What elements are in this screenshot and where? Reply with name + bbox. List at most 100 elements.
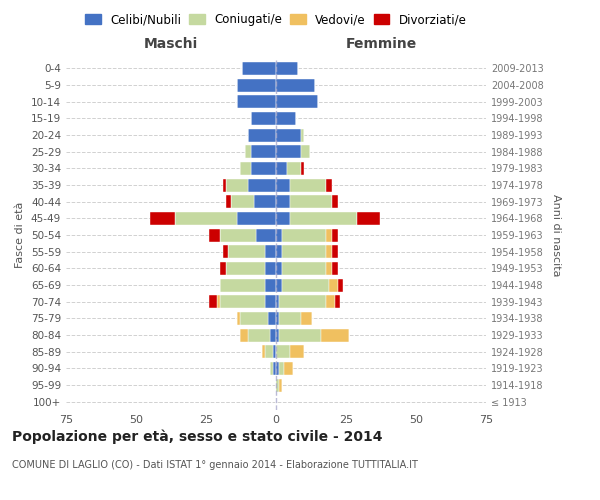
Bar (239, 328, 248, 342)
Bar (279, 328, 321, 342)
Y-axis label: Fasce di età: Fasce di età (16, 202, 25, 268)
Bar (290, 178, 326, 192)
Bar (301, 145, 310, 158)
Bar (248, 178, 276, 192)
Bar (321, 328, 349, 342)
Bar (209, 228, 220, 241)
Bar (175, 212, 237, 225)
Bar (326, 245, 332, 258)
Y-axis label: Anni di nascita: Anni di nascita (551, 194, 560, 276)
Bar (332, 195, 338, 208)
Bar (237, 78, 276, 92)
Bar (251, 162, 276, 175)
Bar (209, 295, 217, 308)
Bar (287, 162, 301, 175)
Bar (226, 178, 248, 192)
Bar (223, 178, 226, 192)
Bar (251, 145, 276, 158)
Text: Femmine: Femmine (346, 38, 416, 52)
Bar (281, 278, 329, 291)
Bar (279, 312, 301, 325)
Bar (276, 128, 301, 141)
Bar (326, 295, 335, 308)
Bar (332, 262, 338, 275)
Bar (271, 362, 273, 375)
Bar (281, 228, 326, 241)
Bar (276, 162, 287, 175)
Bar (276, 295, 279, 308)
Bar (248, 128, 276, 141)
Legend: Celibi/Nubili, Coniugati/e, Vedovi/e, Divorziati/e: Celibi/Nubili, Coniugati/e, Vedovi/e, Di… (80, 8, 472, 31)
Bar (217, 295, 220, 308)
Text: Maschi: Maschi (144, 38, 198, 52)
Bar (279, 362, 284, 375)
Bar (326, 262, 332, 275)
Bar (256, 228, 276, 241)
Bar (290, 345, 304, 358)
Bar (357, 212, 380, 225)
Bar (223, 245, 229, 258)
Bar (271, 328, 276, 342)
Bar (301, 312, 313, 325)
Bar (301, 162, 304, 175)
Bar (276, 195, 290, 208)
Bar (284, 362, 293, 375)
Bar (265, 245, 276, 258)
Bar (220, 278, 265, 291)
Bar (265, 278, 276, 291)
Bar (276, 95, 318, 108)
Bar (220, 262, 226, 275)
Bar (335, 295, 340, 308)
Bar (248, 328, 271, 342)
Bar (276, 378, 279, 392)
Bar (338, 278, 343, 291)
Bar (265, 345, 273, 358)
Bar (276, 78, 315, 92)
Bar (276, 178, 290, 192)
Bar (242, 62, 276, 75)
Bar (273, 362, 276, 375)
Bar (290, 212, 357, 225)
Bar (237, 95, 276, 108)
Bar (276, 362, 279, 375)
Text: Popolazione per età, sesso e stato civile - 2014: Popolazione per età, sesso e stato civil… (12, 430, 383, 444)
Bar (281, 262, 326, 275)
Bar (276, 345, 290, 358)
Bar (229, 245, 265, 258)
Bar (279, 295, 326, 308)
Bar (237, 312, 239, 325)
Bar (268, 312, 276, 325)
Bar (276, 112, 296, 125)
Bar (326, 228, 332, 241)
Bar (279, 378, 281, 392)
Bar (276, 62, 298, 75)
Bar (265, 295, 276, 308)
Bar (332, 245, 338, 258)
Bar (239, 162, 251, 175)
Bar (251, 112, 276, 125)
Bar (290, 195, 332, 208)
Bar (276, 212, 290, 225)
Bar (239, 312, 268, 325)
Bar (254, 195, 276, 208)
Bar (276, 328, 279, 342)
Bar (231, 195, 254, 208)
Bar (276, 145, 301, 158)
Bar (276, 262, 281, 275)
Bar (326, 178, 332, 192)
Bar (226, 262, 265, 275)
Bar (301, 128, 304, 141)
Bar (150, 212, 175, 225)
Bar (220, 295, 265, 308)
Bar (265, 262, 276, 275)
Bar (332, 228, 338, 241)
Bar (276, 228, 281, 241)
Bar (329, 278, 338, 291)
Bar (276, 312, 279, 325)
Bar (262, 345, 265, 358)
Bar (237, 212, 276, 225)
Text: COMUNE DI LAGLIO (CO) - Dati ISTAT 1° gennaio 2014 - Elaborazione TUTTITALIA.IT: COMUNE DI LAGLIO (CO) - Dati ISTAT 1° ge… (12, 460, 418, 470)
Bar (245, 145, 251, 158)
Bar (276, 245, 281, 258)
Bar (276, 278, 281, 291)
